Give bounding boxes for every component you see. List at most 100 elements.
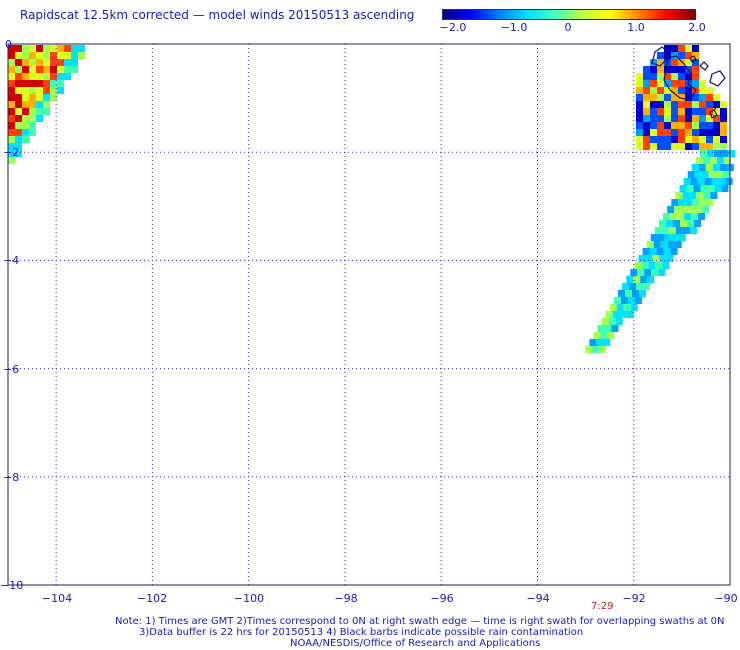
wind-cell — [722, 171, 730, 178]
wind-cell — [8, 129, 15, 136]
wind-cell — [43, 94, 50, 101]
wind-cell — [15, 59, 22, 66]
wind-cell — [36, 80, 43, 87]
wind-cell — [685, 199, 693, 206]
wind-cell — [64, 66, 71, 73]
wind-cell — [671, 87, 678, 94]
wind-cell — [623, 304, 631, 311]
wind-cell — [636, 87, 643, 94]
wind-cell — [699, 101, 706, 108]
wind-cell — [706, 94, 713, 101]
wind-cell — [636, 283, 644, 290]
colorbar-tick-label: 0 — [564, 21, 572, 34]
wind-cell — [685, 87, 692, 94]
wind-cell — [22, 136, 29, 143]
wind-cell — [673, 220, 680, 227]
wind-cell — [29, 129, 36, 136]
wind-cell — [657, 52, 664, 59]
wind-cell — [675, 227, 683, 234]
wind-cell — [657, 129, 664, 136]
wind-cell — [699, 115, 706, 122]
wind-cell — [664, 136, 671, 143]
colorbar-tick-label: −1.0 — [500, 21, 528, 34]
wind-cell — [706, 87, 713, 94]
wind-cell — [682, 192, 690, 199]
wind-cell — [64, 59, 71, 66]
wind-cell — [721, 150, 728, 157]
wind-cell — [613, 297, 621, 304]
wind-cell — [692, 115, 699, 122]
wind-cell — [22, 87, 29, 94]
wind-cell — [605, 311, 613, 318]
wind-cell — [685, 52, 692, 59]
wind-cell — [678, 108, 685, 115]
wind-cell — [664, 73, 671, 80]
wind-cell — [708, 171, 716, 178]
wind-cell — [678, 122, 685, 129]
wind-cell — [657, 66, 664, 73]
wind-cell — [650, 87, 657, 94]
wind-cell — [692, 108, 699, 115]
plot-frame — [7, 43, 731, 586]
wind-cell — [643, 283, 651, 290]
wind-cell — [715, 171, 723, 178]
wind-cell — [71, 52, 78, 59]
wind-cell — [642, 248, 650, 255]
wind-cell — [684, 213, 692, 220]
footnote-line-3: NOAA/NESDIS/Office of Research and Appli… — [290, 638, 541, 649]
wind-cell — [639, 290, 646, 297]
wind-cell — [692, 129, 699, 136]
wind-cell — [692, 59, 699, 66]
wind-cell — [689, 192, 697, 199]
wind-cell — [683, 178, 691, 185]
wind-cell — [714, 150, 721, 157]
wind-cell — [709, 157, 717, 164]
wind-cell — [712, 164, 720, 171]
wind-cell — [706, 199, 714, 206]
wind-cell — [15, 45, 22, 52]
lon-label: −98 — [334, 592, 358, 605]
wind-cell — [702, 157, 710, 164]
wind-cell — [663, 213, 671, 220]
wind-cell — [50, 59, 57, 66]
wind-cell — [652, 255, 660, 262]
wind-cell — [691, 164, 699, 171]
wind-cell — [664, 66, 671, 73]
wind-cell — [657, 59, 664, 66]
wind-cell — [671, 59, 678, 66]
wind-cell — [43, 52, 50, 59]
wind-cell — [700, 185, 708, 192]
wind-cell — [29, 101, 36, 108]
wind-cell — [22, 108, 29, 115]
wind-cell — [688, 206, 696, 213]
wind-cell — [700, 150, 707, 157]
wind-cell — [15, 143, 22, 150]
color-scale-bar — [442, 9, 696, 20]
wind-cell — [682, 227, 690, 234]
footnote-line-1: Note: 1) Times are GMT 2)Times correspon… — [115, 616, 725, 627]
wind-cell — [29, 108, 36, 115]
wind-cell — [678, 59, 685, 66]
wind-cell — [657, 115, 664, 122]
wind-cell — [711, 178, 719, 185]
wind-cell — [703, 192, 711, 199]
wind-cell — [636, 108, 643, 115]
wind-cell — [657, 101, 664, 108]
wind-cell — [608, 318, 616, 325]
wind-cell — [697, 178, 705, 185]
wind-cell — [720, 101, 727, 108]
wind-cell — [678, 101, 685, 108]
wind-cell — [679, 185, 687, 192]
wind-cell — [36, 59, 43, 66]
wind-cell — [634, 262, 642, 269]
wind-cell — [699, 129, 706, 136]
wind-cell — [36, 101, 43, 108]
wind-cell — [597, 325, 605, 332]
wind-cell — [29, 66, 36, 73]
galapagos-coastline — [651, 46, 726, 119]
wind-cell — [636, 143, 643, 150]
wind-cell — [670, 213, 678, 220]
wind-cell — [678, 115, 685, 122]
wind-cell — [643, 136, 650, 143]
wind-cell — [8, 143, 15, 150]
